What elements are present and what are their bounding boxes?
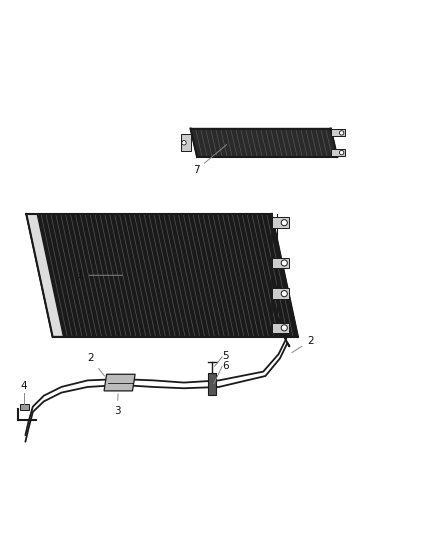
Bar (331, 130, 345, 136)
Bar (181, 134, 191, 151)
Bar (272, 217, 289, 228)
Bar (20, 405, 29, 410)
Circle shape (339, 131, 344, 135)
Text: 4: 4 (20, 381, 27, 391)
Bar (331, 149, 345, 156)
Text: 2: 2 (88, 353, 105, 376)
Circle shape (281, 290, 287, 297)
Text: 7: 7 (193, 144, 227, 175)
Circle shape (281, 260, 287, 266)
Polygon shape (191, 128, 337, 157)
Text: 6: 6 (222, 361, 229, 371)
Circle shape (182, 141, 186, 145)
Polygon shape (26, 214, 64, 336)
Text: 2: 2 (292, 336, 314, 353)
Text: 3: 3 (114, 394, 120, 416)
Circle shape (339, 150, 344, 155)
Text: 5: 5 (222, 351, 229, 361)
Bar (272, 288, 289, 299)
Polygon shape (104, 374, 135, 391)
Bar (272, 322, 289, 333)
Text: 1: 1 (77, 270, 123, 280)
Bar (208, 373, 216, 394)
Polygon shape (26, 214, 298, 336)
Circle shape (281, 325, 287, 331)
Circle shape (281, 220, 287, 226)
Bar (272, 258, 289, 268)
